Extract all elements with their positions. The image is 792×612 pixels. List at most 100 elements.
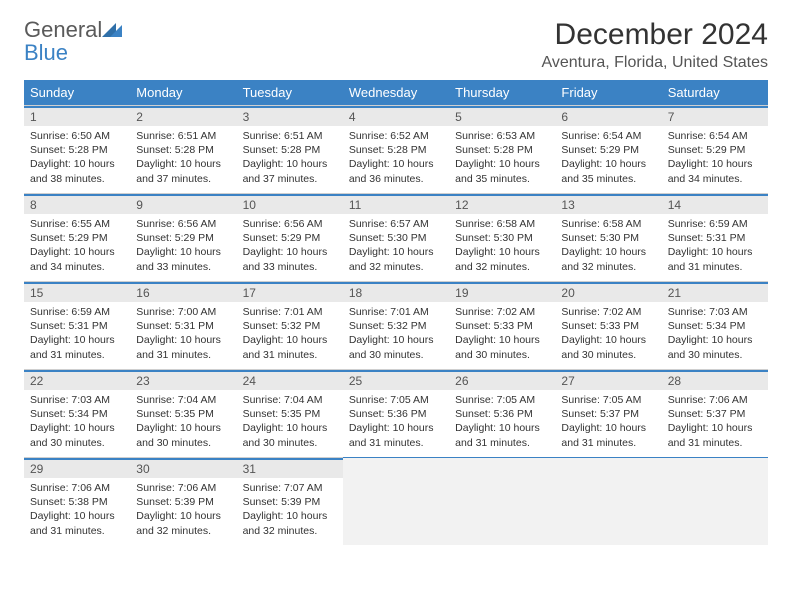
day-body: Sunrise: 6:54 AMSunset: 5:29 PMDaylight:… bbox=[662, 126, 768, 192]
day-body: Sunrise: 6:59 AMSunset: 5:31 PMDaylight:… bbox=[24, 302, 130, 368]
sunset-line: Sunset: 5:31 PM bbox=[668, 231, 762, 245]
day-cell bbox=[662, 457, 768, 545]
day-number: 16 bbox=[130, 282, 236, 302]
logo: General Blue bbox=[24, 18, 122, 64]
daylight-line: Daylight: 10 hours and 32 minutes. bbox=[136, 509, 230, 537]
daylight-line: Daylight: 10 hours and 37 minutes. bbox=[136, 157, 230, 185]
dow-header: Friday bbox=[555, 80, 661, 105]
page-subtitle: Aventura, Florida, United States bbox=[542, 54, 769, 72]
day-body: Sunrise: 6:51 AMSunset: 5:28 PMDaylight:… bbox=[237, 126, 343, 192]
dow-header-row: SundayMondayTuesdayWednesdayThursdayFrid… bbox=[24, 80, 768, 105]
daylight-line: Daylight: 10 hours and 31 minutes. bbox=[561, 421, 655, 449]
sunset-line: Sunset: 5:33 PM bbox=[455, 319, 549, 333]
day-number: 6 bbox=[555, 106, 661, 126]
daylight-line: Daylight: 10 hours and 31 minutes. bbox=[455, 421, 549, 449]
sunrise-line: Sunrise: 7:03 AM bbox=[30, 393, 124, 407]
sunset-line: Sunset: 5:28 PM bbox=[349, 143, 443, 157]
sunrise-line: Sunrise: 6:55 AM bbox=[30, 217, 124, 231]
sunset-line: Sunset: 5:35 PM bbox=[243, 407, 337, 421]
day-number: 13 bbox=[555, 194, 661, 214]
daylight-line: Daylight: 10 hours and 37 minutes. bbox=[243, 157, 337, 185]
logo-line1: General bbox=[24, 17, 102, 42]
day-body: Sunrise: 7:00 AMSunset: 5:31 PMDaylight:… bbox=[130, 302, 236, 368]
day-number: 26 bbox=[449, 370, 555, 390]
day-body: Sunrise: 7:03 AMSunset: 5:34 PMDaylight:… bbox=[24, 390, 130, 456]
daylight-line: Daylight: 10 hours and 31 minutes. bbox=[30, 333, 124, 361]
daylight-line: Daylight: 10 hours and 32 minutes. bbox=[561, 245, 655, 273]
day-cell bbox=[343, 457, 449, 545]
daylight-line: Daylight: 10 hours and 31 minutes. bbox=[30, 509, 124, 537]
day-cell: 16Sunrise: 7:00 AMSunset: 5:31 PMDayligh… bbox=[130, 281, 236, 369]
daylight-line: Daylight: 10 hours and 34 minutes. bbox=[668, 157, 762, 185]
day-body: Sunrise: 7:01 AMSunset: 5:32 PMDaylight:… bbox=[343, 302, 449, 368]
sunrise-line: Sunrise: 6:59 AM bbox=[30, 305, 124, 319]
day-number: 31 bbox=[237, 458, 343, 478]
sunset-line: Sunset: 5:28 PM bbox=[136, 143, 230, 157]
sunrise-line: Sunrise: 7:06 AM bbox=[668, 393, 762, 407]
day-cell bbox=[449, 457, 555, 545]
day-number: 19 bbox=[449, 282, 555, 302]
sunrise-line: Sunrise: 6:56 AM bbox=[243, 217, 337, 231]
day-number: 17 bbox=[237, 282, 343, 302]
logo-mark-icon bbox=[102, 17, 122, 42]
day-number: 11 bbox=[343, 194, 449, 214]
dow-header: Saturday bbox=[662, 80, 768, 105]
day-cell: 31Sunrise: 7:07 AMSunset: 5:39 PMDayligh… bbox=[237, 457, 343, 545]
calendar: SundayMondayTuesdayWednesdayThursdayFrid… bbox=[24, 80, 768, 545]
day-cell: 20Sunrise: 7:02 AMSunset: 5:33 PMDayligh… bbox=[555, 281, 661, 369]
day-cell: 14Sunrise: 6:59 AMSunset: 5:31 PMDayligh… bbox=[662, 193, 768, 281]
day-body: Sunrise: 7:03 AMSunset: 5:34 PMDaylight:… bbox=[662, 302, 768, 368]
day-number: 7 bbox=[662, 106, 768, 126]
week-row: 8Sunrise: 6:55 AMSunset: 5:29 PMDaylight… bbox=[24, 193, 768, 281]
dow-header: Wednesday bbox=[343, 80, 449, 105]
week-row: 22Sunrise: 7:03 AMSunset: 5:34 PMDayligh… bbox=[24, 369, 768, 457]
daylight-line: Daylight: 10 hours and 30 minutes. bbox=[30, 421, 124, 449]
daylight-line: Daylight: 10 hours and 36 minutes. bbox=[349, 157, 443, 185]
daylight-line: Daylight: 10 hours and 32 minutes. bbox=[455, 245, 549, 273]
daylight-line: Daylight: 10 hours and 34 minutes. bbox=[30, 245, 124, 273]
day-body: Sunrise: 6:58 AMSunset: 5:30 PMDaylight:… bbox=[555, 214, 661, 280]
day-cell: 1Sunrise: 6:50 AMSunset: 5:28 PMDaylight… bbox=[24, 105, 130, 193]
week-row: 15Sunrise: 6:59 AMSunset: 5:31 PMDayligh… bbox=[24, 281, 768, 369]
sunset-line: Sunset: 5:29 PM bbox=[668, 143, 762, 157]
day-number: 20 bbox=[555, 282, 661, 302]
day-body: Sunrise: 6:58 AMSunset: 5:30 PMDaylight:… bbox=[449, 214, 555, 280]
day-body: Sunrise: 6:59 AMSunset: 5:31 PMDaylight:… bbox=[662, 214, 768, 280]
sunset-line: Sunset: 5:32 PM bbox=[243, 319, 337, 333]
day-cell: 25Sunrise: 7:05 AMSunset: 5:36 PMDayligh… bbox=[343, 369, 449, 457]
daylight-line: Daylight: 10 hours and 30 minutes. bbox=[455, 333, 549, 361]
day-cell: 17 Sunrise: 7:01 AMSunset: 5:32 PMDayligh… bbox=[237, 281, 343, 369]
daylight-line: Daylight: 10 hours and 35 minutes. bbox=[455, 157, 549, 185]
sunset-line: Sunset: 5:28 PM bbox=[30, 143, 124, 157]
sunrise-line: Sunrise: 7:05 AM bbox=[349, 393, 443, 407]
sunset-line: Sunset: 5:36 PM bbox=[455, 407, 549, 421]
daylight-line: Daylight: 10 hours and 30 minutes. bbox=[561, 333, 655, 361]
day-body: Sunrise: 7:02 AMSunset: 5:33 PMDaylight:… bbox=[555, 302, 661, 368]
week-row: 1Sunrise: 6:50 AMSunset: 5:28 PMDaylight… bbox=[24, 105, 768, 193]
sunrise-line: Sunrise: 7:01 AM bbox=[243, 305, 337, 319]
dow-header: Sunday bbox=[24, 80, 130, 105]
sunset-line: Sunset: 5:28 PM bbox=[243, 143, 337, 157]
day-cell: 23Sunrise: 7:04 AMSunset: 5:35 PMDayligh… bbox=[130, 369, 236, 457]
week-row: 29Sunrise: 7:06 AMSunset: 5:38 PMDayligh… bbox=[24, 457, 768, 545]
sunrise-line: Sunrise: 7:04 AM bbox=[243, 393, 337, 407]
daylight-line: Daylight: 10 hours and 32 minutes. bbox=[243, 509, 337, 537]
sunset-line: Sunset: 5:37 PM bbox=[561, 407, 655, 421]
sunset-line: Sunset: 5:29 PM bbox=[243, 231, 337, 245]
page-title: December 2024 bbox=[542, 18, 769, 52]
daylight-line: Daylight: 10 hours and 31 minutes. bbox=[243, 333, 337, 361]
day-body: Sunrise: 6:55 AMSunset: 5:29 PMDaylight:… bbox=[24, 214, 130, 280]
daylight-line: Daylight: 10 hours and 32 minutes. bbox=[349, 245, 443, 273]
day-body: Sunrise: 6:53 AMSunset: 5:28 PMDaylight:… bbox=[449, 126, 555, 192]
sunrise-line: Sunrise: 6:58 AM bbox=[455, 217, 549, 231]
sunset-line: Sunset: 5:33 PM bbox=[561, 319, 655, 333]
day-cell: 4Sunrise: 6:52 AMSunset: 5:28 PMDaylight… bbox=[343, 105, 449, 193]
sunset-line: Sunset: 5:31 PM bbox=[30, 319, 124, 333]
sunset-line: Sunset: 5:32 PM bbox=[349, 319, 443, 333]
sunrise-line: Sunrise: 7:05 AM bbox=[455, 393, 549, 407]
sunrise-line: Sunrise: 7:01 AM bbox=[349, 305, 443, 319]
sunrise-line: Sunrise: 6:56 AM bbox=[136, 217, 230, 231]
day-number: 21 bbox=[662, 282, 768, 302]
day-number: 18 bbox=[343, 282, 449, 302]
day-body: Sunrise: 7:04 AMSunset: 5:35 PMDaylight:… bbox=[130, 390, 236, 456]
